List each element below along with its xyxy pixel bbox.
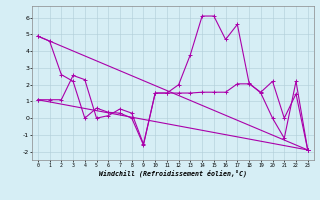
X-axis label: Windchill (Refroidissement éolien,°C): Windchill (Refroidissement éolien,°C) <box>99 170 247 177</box>
